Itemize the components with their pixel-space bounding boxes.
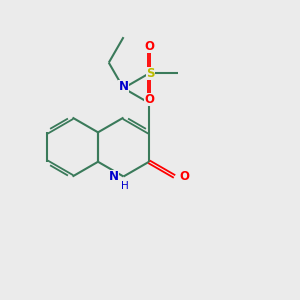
Text: N: N — [118, 80, 128, 93]
Text: O: O — [144, 93, 154, 106]
Text: H: H — [121, 181, 129, 191]
Text: S: S — [146, 67, 155, 80]
Text: O: O — [179, 170, 189, 183]
Text: N: N — [109, 170, 119, 183]
Text: O: O — [144, 40, 154, 53]
